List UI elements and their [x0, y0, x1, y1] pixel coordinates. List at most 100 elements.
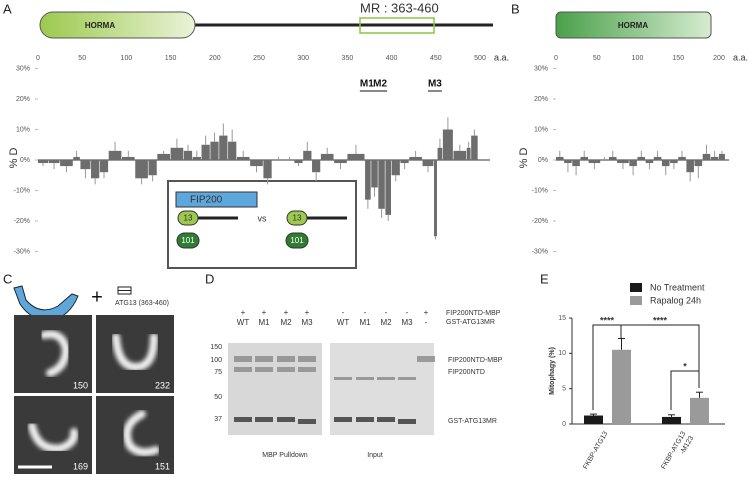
band	[277, 417, 295, 422]
motif-label: M1	[360, 79, 374, 90]
sig-bracket	[670, 370, 700, 410]
x-tick-label: 500	[474, 55, 486, 62]
panel-label: B	[511, 1, 520, 16]
band	[356, 377, 374, 380]
lane-label: WT	[237, 318, 250, 327]
sig-bracket	[620, 324, 700, 388]
em-image	[14, 315, 92, 393]
bar	[294, 160, 303, 164]
y-tick-label: -10%	[532, 187, 548, 194]
bar	[400, 160, 409, 164]
y-tick-label: 10%	[534, 126, 548, 133]
bar	[210, 141, 219, 160]
lane-label: M2	[380, 318, 392, 327]
bar	[661, 160, 670, 167]
region-label: MR : 363-460	[360, 0, 439, 15]
bar	[263, 160, 272, 179]
y-label: % D	[518, 148, 530, 169]
bar	[629, 160, 637, 167]
bar	[303, 150, 312, 160]
bar	[686, 160, 694, 173]
lane-sign: -	[385, 308, 388, 317]
band	[417, 356, 435, 362]
bar	[612, 349, 631, 424]
bar	[228, 141, 237, 160]
x-tick-label: 350	[342, 55, 354, 62]
bar	[347, 153, 365, 160]
lane-sign: +	[262, 308, 267, 317]
domain-label: HORMA	[618, 21, 648, 30]
band	[277, 356, 295, 362]
circle	[176, 232, 200, 249]
bar	[334, 160, 347, 164]
lane-sign: +	[241, 308, 246, 317]
bar	[135, 160, 148, 179]
bar	[108, 150, 122, 160]
band-label: FIP200NTD	[448, 369, 485, 376]
bar	[678, 156, 686, 160]
motif-label: M2	[373, 79, 387, 90]
bar	[148, 160, 157, 176]
bar	[580, 156, 588, 160]
region-box	[359, 17, 435, 34]
marker: 37	[214, 416, 222, 423]
circle-label: 101	[181, 236, 195, 245]
bar	[471, 135, 478, 160]
band	[255, 417, 273, 422]
sig-label: ****	[600, 315, 615, 325]
bar	[442, 129, 453, 160]
legend-label: Rapalog 24h	[650, 295, 701, 305]
row-label: GST-ATG13MR	[446, 319, 495, 326]
bar	[422, 160, 434, 167]
sig-label: *	[683, 361, 687, 371]
bar	[121, 156, 135, 160]
y-tick-label: 30%	[534, 65, 548, 72]
pill-label: 13	[184, 214, 193, 223]
x-tick-label: 100	[121, 55, 133, 62]
bar	[201, 144, 210, 160]
legend-swatch	[630, 296, 642, 305]
pill	[177, 210, 199, 226]
band-label: FIP200NTD-MBP	[448, 357, 503, 364]
em-image	[14, 396, 92, 474]
lane-label: -	[425, 318, 428, 327]
marker: 75	[214, 369, 222, 376]
circle	[285, 232, 309, 249]
band	[298, 419, 316, 424]
y-tick-label: 20%	[16, 96, 30, 103]
panel-label: E	[540, 271, 549, 286]
bar	[617, 160, 629, 164]
x-tick-label: 400	[386, 55, 398, 62]
domain-label: HORMA	[85, 21, 115, 30]
bar	[637, 156, 646, 160]
x-tick-label: 250	[253, 55, 265, 62]
bar	[73, 156, 80, 160]
bar	[437, 147, 443, 160]
x-tick-label: 50	[593, 55, 601, 62]
bar	[391, 160, 400, 176]
motif-label: M3	[428, 79, 442, 90]
bar	[250, 160, 263, 167]
bar	[584, 415, 603, 424]
cartoon	[13, 285, 79, 321]
bar	[192, 156, 201, 160]
x-tick-label: 100	[632, 55, 644, 62]
lane-label: M2	[280, 318, 292, 327]
em-image	[96, 396, 174, 474]
panel-label: A	[3, 1, 12, 16]
bar	[60, 160, 73, 167]
domain-box	[39, 11, 196, 39]
lane-sign: -	[364, 308, 367, 317]
x-tick-label: 0	[554, 55, 558, 62]
lane-label: M1	[258, 318, 270, 327]
y-tick-label: 10	[558, 350, 566, 357]
vs: vs	[258, 213, 268, 223]
gel-label: Input	[367, 452, 383, 459]
pill-label: 13	[293, 214, 302, 223]
bar	[690, 397, 709, 424]
lane-sign: +	[424, 308, 429, 317]
band	[377, 417, 395, 422]
bar	[572, 160, 580, 167]
x-tick-label: 200	[209, 55, 221, 62]
